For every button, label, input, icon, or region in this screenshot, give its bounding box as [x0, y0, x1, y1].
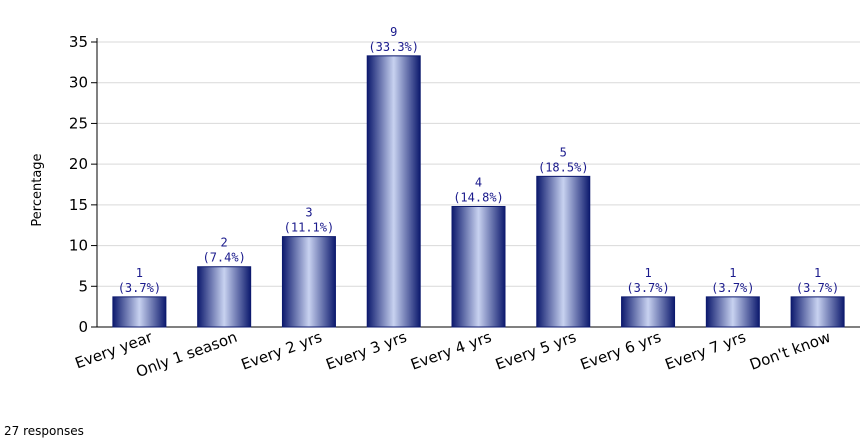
bar-percent-label: (3.7%) — [711, 281, 754, 295]
bar-count-label: 4 — [475, 175, 482, 189]
bar — [281, 236, 336, 328]
bar — [621, 296, 676, 328]
y-tick-label: 5 — [78, 277, 88, 295]
x-category-label: Every 5 yrs — [493, 328, 579, 374]
bar-count-label: 9 — [390, 25, 397, 39]
bar — [197, 266, 252, 328]
bar-percent-label: (11.1%) — [284, 221, 335, 235]
response-count: 27 responses — [4, 424, 84, 438]
bar-count-label: 3 — [305, 206, 312, 220]
data-labels: 1(3.7%)2(7.4%)3(11.1%)9(33.3%)4(14.8%)5(… — [118, 25, 840, 295]
bar-percent-label: (3.7%) — [796, 281, 839, 295]
y-tick-label: 35 — [69, 33, 88, 51]
bar-count-label: 1 — [644, 266, 651, 280]
y-tick-label: 25 — [69, 114, 88, 132]
grid-lines — [97, 41, 860, 287]
bar-percent-label: (3.7%) — [118, 281, 161, 295]
bar — [536, 175, 591, 328]
x-category-label: Every 7 yrs — [663, 328, 749, 374]
y-axis-label: Percentage — [30, 153, 45, 226]
bars — [112, 55, 845, 328]
bar — [112, 296, 167, 328]
y-tick-label: 10 — [69, 237, 88, 255]
bar — [366, 55, 421, 328]
x-category-label: Every 2 yrs — [239, 328, 325, 374]
x-category-label: Don't know — [747, 328, 833, 374]
bar-count-label: 1 — [729, 266, 736, 280]
y-tick-label: 30 — [69, 74, 88, 92]
y-tick-label: 20 — [69, 155, 88, 173]
bar-count-label: 5 — [560, 145, 567, 159]
bar-count-label: 1 — [136, 266, 143, 280]
bar-percent-label: (14.8%) — [453, 190, 504, 204]
bar-percent-label: (18.5%) — [538, 160, 589, 174]
bar-count-label: 2 — [221, 236, 228, 250]
x-category-label: Every 3 yrs — [323, 328, 409, 374]
x-category-label: Every 4 yrs — [408, 328, 494, 374]
y-tick-label: 15 — [69, 196, 88, 214]
bar — [451, 205, 506, 328]
bar-percent-label: (7.4%) — [202, 251, 245, 265]
bar-percent-label: (3.7%) — [626, 281, 669, 295]
bar-count-label: 1 — [814, 266, 821, 280]
bar — [790, 296, 845, 328]
bar — [705, 296, 760, 328]
y-tick-label: 0 — [78, 318, 88, 336]
bar-percent-label: (33.3%) — [368, 40, 419, 54]
x-category-label: Every 6 yrs — [578, 328, 664, 374]
